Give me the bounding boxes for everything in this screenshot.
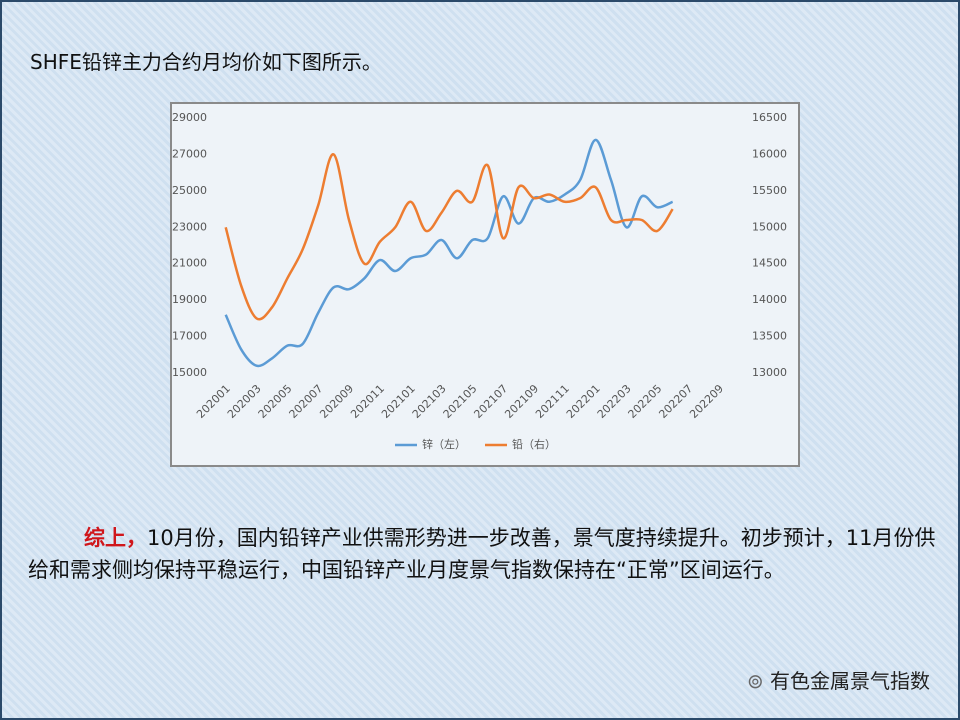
y2-tick-label: 13000 (752, 366, 787, 379)
x-tick-label: 202209 (687, 382, 726, 421)
y-tick-label: 15000 (172, 366, 207, 379)
legend-label: 锌（左） (422, 437, 466, 451)
y2-tick-label: 14000 (752, 293, 787, 306)
paragraph: 综上，10月份，国内铅锌产业供需形势进一步改善，景气度持续提升。初步预计，11月… (28, 522, 938, 586)
lead: 综上， (84, 526, 147, 550)
legend-label: 铅（右） (512, 437, 556, 451)
y-tick-label: 27000 (172, 147, 207, 160)
chart-box (170, 102, 800, 467)
watermark-text: 有色金属景气指数 (770, 669, 930, 693)
y2-tick-label: 13500 (752, 330, 787, 343)
wechat-icon: ⊚ (746, 669, 770, 693)
y2-tick-label: 16000 (752, 147, 787, 160)
y2-tick-label: 14500 (752, 257, 787, 270)
y-tick-label: 23000 (172, 220, 207, 233)
y-tick-label: 21000 (172, 257, 207, 270)
watermark: ⊚ 有色金属景气指数 (747, 665, 930, 694)
series-line (224, 153, 674, 321)
y-tick-label: 25000 (172, 184, 207, 197)
body: 10月份，国内铅锌产业供需形势进一步改善，景气度持续提升。初步预计，11月份供给… (28, 526, 936, 582)
y-tick-label: 19000 (172, 293, 207, 306)
y-tick-label: 29000 (172, 111, 207, 124)
y-tick-label: 17000 (172, 330, 207, 343)
y2-tick-label: 15000 (752, 220, 787, 233)
heading: SHFE铅锌主力合约月均价如下图所示。 (30, 50, 382, 74)
series-line (224, 138, 674, 368)
y2-tick-label: 15500 (752, 184, 787, 197)
y2-tick-label: 16500 (752, 111, 787, 124)
